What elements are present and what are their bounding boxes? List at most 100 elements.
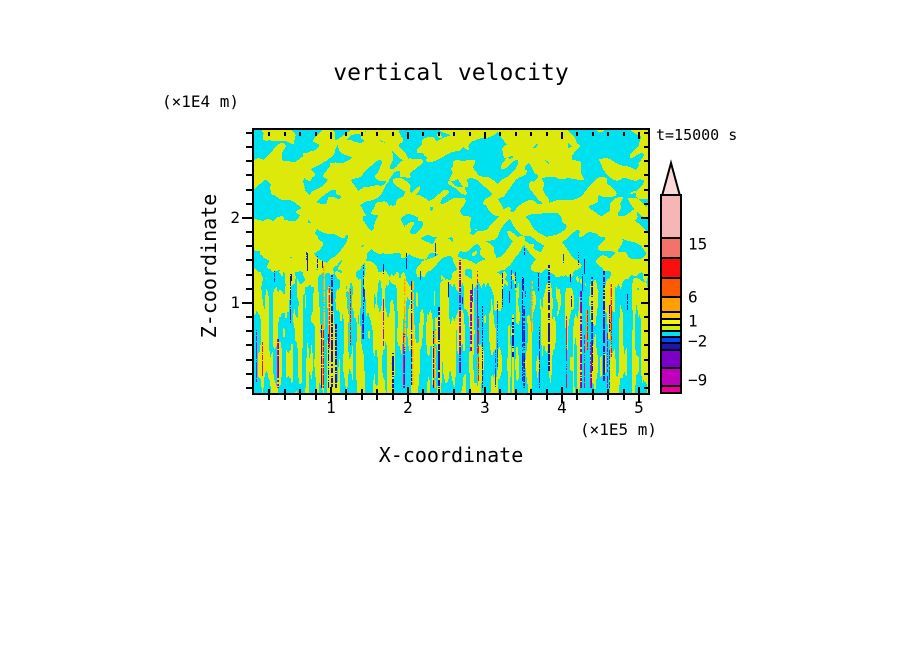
tick-mark xyxy=(468,395,471,400)
tick-mark xyxy=(246,344,252,347)
plot-frame xyxy=(252,128,650,395)
colorbar-label: −2 xyxy=(688,331,708,351)
colorbar-segment-gold xyxy=(662,311,680,318)
tick-mark xyxy=(246,202,252,205)
tick-mark xyxy=(561,387,563,393)
x-unit-label: (×1E5 m) xyxy=(579,420,657,439)
tick-mark xyxy=(376,132,379,136)
tick-mark xyxy=(242,301,252,304)
z-unit-label: (×1E4 m) xyxy=(162,92,240,111)
tick-mark xyxy=(246,231,252,234)
tick-mark xyxy=(345,389,348,393)
tick-mark xyxy=(246,131,252,134)
tick-mark xyxy=(268,132,271,136)
tick-mark xyxy=(246,188,252,191)
tick-mark xyxy=(638,395,640,403)
time-annotation: t=15000 s xyxy=(656,126,738,144)
tick-mark xyxy=(242,216,252,219)
colorbar-label: −9 xyxy=(688,370,708,390)
y-tick-label: 2 xyxy=(230,208,240,227)
colorbar-label: 15 xyxy=(688,234,708,254)
tick-mark xyxy=(644,202,648,205)
colorbar-segment-orange-red xyxy=(662,277,680,296)
z-axis-label: Z-coordinate xyxy=(197,193,221,339)
tick-mark xyxy=(437,389,440,393)
colorbar-segment-yellow xyxy=(662,318,680,324)
tick-mark xyxy=(268,389,271,393)
tick-mark xyxy=(607,395,610,400)
colorbar-segment-purple xyxy=(662,349,680,367)
tick-mark xyxy=(484,395,486,403)
colorbar-segment-magenta xyxy=(662,367,680,385)
tick-mark xyxy=(468,132,471,136)
tick-mark xyxy=(391,389,394,393)
colorbar-segment-green-yellow xyxy=(662,324,680,330)
tick-mark xyxy=(484,387,486,393)
tick-mark xyxy=(641,301,648,304)
tick-mark xyxy=(391,395,394,400)
tick-mark xyxy=(422,132,425,136)
tick-mark xyxy=(246,330,252,333)
heatmap-canvas xyxy=(254,130,648,393)
colorbar-label: 6 xyxy=(688,287,698,307)
tick-mark xyxy=(644,344,648,347)
tick-mark xyxy=(607,132,610,136)
tick-mark xyxy=(422,389,425,393)
tick-mark xyxy=(545,132,548,136)
tick-mark xyxy=(638,132,640,139)
tick-mark xyxy=(330,387,332,393)
colorbar-segment-blue xyxy=(662,336,680,342)
tick-mark xyxy=(644,330,648,333)
tick-mark xyxy=(437,132,440,136)
tick-mark xyxy=(360,395,363,400)
tick-mark xyxy=(591,132,594,136)
tick-mark xyxy=(499,395,502,400)
tick-mark xyxy=(246,372,252,375)
tick-mark xyxy=(299,389,302,393)
tick-mark xyxy=(514,389,517,393)
tick-mark xyxy=(407,387,409,393)
colorbar-segment-hot-pink xyxy=(662,385,680,392)
tick-mark xyxy=(561,395,563,403)
tick-mark xyxy=(591,389,594,393)
tick-mark xyxy=(644,273,648,276)
tick-mark xyxy=(246,174,252,177)
tick-mark xyxy=(530,132,533,136)
tick-mark xyxy=(644,131,648,134)
x-tick-label: 5 xyxy=(634,398,644,417)
tick-mark xyxy=(360,389,363,393)
tick-mark xyxy=(545,389,548,393)
tick-mark xyxy=(499,389,502,393)
tick-mark xyxy=(644,287,648,290)
colorbar-label: 1 xyxy=(688,311,698,331)
tick-mark xyxy=(530,389,533,393)
tick-mark xyxy=(246,160,252,163)
tick-mark xyxy=(484,132,486,139)
tick-mark xyxy=(376,395,379,400)
tick-mark xyxy=(607,389,610,393)
tick-mark xyxy=(268,395,271,400)
tick-mark xyxy=(246,273,252,276)
colorbar-segment-salmon xyxy=(662,237,680,257)
tick-mark xyxy=(246,259,252,262)
tick-mark xyxy=(644,358,648,361)
tick-mark xyxy=(644,231,648,234)
tick-mark xyxy=(514,395,517,400)
x-tick-label: 2 xyxy=(403,398,413,417)
tick-mark xyxy=(330,395,332,403)
tick-mark xyxy=(638,387,640,393)
tick-mark xyxy=(641,216,648,219)
tick-mark xyxy=(576,389,579,393)
tick-mark xyxy=(330,132,332,139)
tick-mark xyxy=(391,132,394,136)
tick-mark xyxy=(345,395,348,400)
tick-mark xyxy=(622,132,625,136)
tick-mark xyxy=(561,132,563,139)
tick-mark xyxy=(246,316,252,319)
tick-mark xyxy=(283,132,286,136)
tick-mark xyxy=(576,132,579,136)
tick-mark xyxy=(407,132,409,139)
tick-mark xyxy=(437,395,440,400)
colorbar xyxy=(660,194,682,394)
tick-mark xyxy=(246,245,252,248)
